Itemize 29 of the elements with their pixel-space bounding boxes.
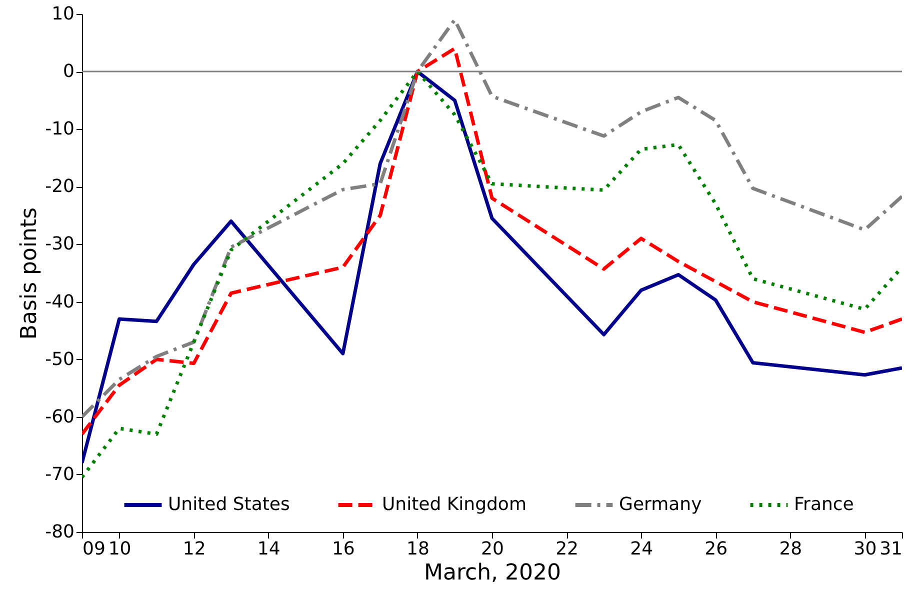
x-axis-title: March, 2020 <box>424 560 562 586</box>
legend-label: United States <box>168 494 290 515</box>
y-tick-label: 10 <box>52 4 74 24</box>
x-tick-label: 10 <box>108 538 132 560</box>
y-tick-label: -40 <box>45 291 74 312</box>
legend-label: France <box>794 494 854 515</box>
x-tick-label: 31 <box>880 538 902 560</box>
x-tick-label: 18 <box>406 538 430 560</box>
x-tick-label: 26 <box>704 538 728 560</box>
y-tick-label: 0 <box>63 61 74 82</box>
x-tick-label: 14 <box>257 538 280 560</box>
x-tick-label: 12 <box>182 538 206 560</box>
x-tick-label: 24 <box>630 538 654 560</box>
x-tick-label: 28 <box>779 538 802 560</box>
y-tick-label: -30 <box>45 234 74 255</box>
y-tick-label: -80 <box>45 522 74 542</box>
y-tick-label: -60 <box>45 406 74 428</box>
x-tick-label: 20 <box>481 538 504 560</box>
y-axis-title: Basis points <box>17 207 42 340</box>
x-tick-label: 16 <box>332 538 355 560</box>
legend-label: United Kingdom <box>382 494 526 515</box>
x-tick-label: 30 <box>854 538 877 560</box>
y-tick-label: -70 <box>45 464 74 485</box>
y-tick-label: -20 <box>45 176 74 198</box>
x-tick-label: 22 <box>556 538 578 560</box>
x-tick-label: 09 <box>82 538 106 560</box>
legend-label: Germany <box>619 494 702 515</box>
y-tick-label: -10 <box>45 118 74 140</box>
y-tick-label: -50 <box>45 348 74 370</box>
